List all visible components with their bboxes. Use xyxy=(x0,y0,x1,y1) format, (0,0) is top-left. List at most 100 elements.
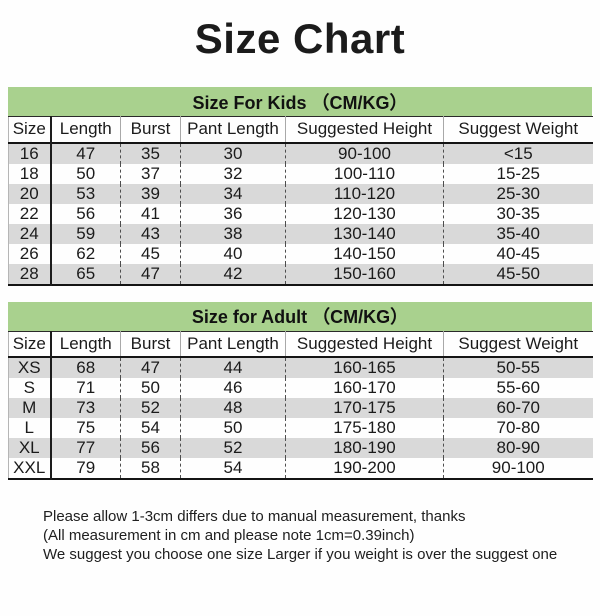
table-cell: 20 xyxy=(19,183,39,203)
table-cell: 47 xyxy=(120,357,181,379)
table-row-size-xs: XS 68 47 44 160-165 50-55 xyxy=(8,357,593,379)
table-cell: 70-80 xyxy=(443,418,593,439)
table-cell: 41 xyxy=(120,203,181,224)
table-cell: 39 xyxy=(120,183,181,204)
header-row: Size Length Burst Pant Length Suggested Heig… xyxy=(8,331,593,358)
table-cell: 45 xyxy=(120,243,181,264)
table-cell: 54 xyxy=(180,458,286,480)
table-cell: 40 xyxy=(180,243,286,264)
adult-size-table: Size Length Burst Pant Length Suggested Heig… xyxy=(8,330,593,481)
column-header-length: Length xyxy=(49,116,121,143)
table-cell: 56 xyxy=(49,203,121,224)
table-cell: XXL xyxy=(13,458,46,478)
table-cell: 65 xyxy=(49,263,121,285)
table-cell: 90-100 xyxy=(285,142,444,164)
table-cell: 140-150 xyxy=(285,243,444,264)
table-cell: 53 xyxy=(49,183,121,204)
column-header-suggested-height: Suggested Height xyxy=(285,331,444,358)
column-header-pant-length: Pant Length xyxy=(180,116,286,143)
table-cell: 59 xyxy=(49,223,121,244)
kids-table-head: Size Length Burst Pant Length Suggested Heig… xyxy=(8,116,593,143)
table-cell: XL xyxy=(18,438,40,458)
table-cell: M xyxy=(22,398,37,418)
table-cell: 50 xyxy=(120,378,181,399)
table-cell: 60-70 xyxy=(443,398,593,419)
table-cell: 22 xyxy=(19,203,39,223)
column-header-size: Size xyxy=(12,333,46,353)
kids-section-title: Size For Kids （CM/KG） xyxy=(192,92,408,113)
table-cell: 42 xyxy=(180,263,286,285)
table-cell: XS xyxy=(17,358,41,378)
table-cell: 180-190 xyxy=(285,438,444,459)
table-cell: 32 xyxy=(180,163,286,184)
table-cell: 35 xyxy=(120,142,181,164)
table-cell: 160-170 xyxy=(285,378,444,399)
table-cell: 55-60 xyxy=(443,378,593,399)
table-cell: 45-50 xyxy=(443,263,593,285)
table-cell: 170-175 xyxy=(285,398,444,419)
table-cell: 75 xyxy=(49,418,121,439)
table-row-size-18: 18 50 37 32 100-110 15-25 xyxy=(9,163,593,184)
kids-section-header: Size For Kids （CM/KG） xyxy=(8,87,592,117)
table-cell: 79 xyxy=(49,458,121,480)
table-cell: 150-160 xyxy=(285,263,444,285)
table-cell: 25-30 xyxy=(443,183,593,204)
table-cell: 43 xyxy=(120,223,181,244)
table-cell: L xyxy=(24,418,34,438)
column-header-size: Size xyxy=(12,119,46,139)
table-row-size-28: 28 65 47 42 150-160 45-50 xyxy=(8,263,593,285)
table-cell: 190-200 xyxy=(285,458,444,480)
table-row-size-26: 26 62 45 40 140-150 40-45 xyxy=(9,243,593,264)
column-header-pant-length: Pant Length xyxy=(180,331,286,358)
table-cell: 68 xyxy=(49,357,121,379)
table-cell: 24 xyxy=(19,223,39,243)
column-header-suggest-weight: Suggest Weight xyxy=(443,116,593,143)
table-cell: 34 xyxy=(180,183,286,204)
size-chart-page: Size Chart Size For Kids （CM/KG） Size Len… xyxy=(0,15,600,616)
table-cell: 30 xyxy=(180,142,286,164)
table-cell: <15 xyxy=(443,142,593,164)
table-cell: 28 xyxy=(19,263,39,283)
table-cell: 80-90 xyxy=(443,438,593,459)
table-cell: 52 xyxy=(180,438,286,459)
table-cell: 56 xyxy=(120,438,181,459)
measurement-notes: Please allow 1-3cm differs due to manual… xyxy=(43,507,600,564)
table-cell: 36 xyxy=(180,203,286,224)
table-cell: 100-110 xyxy=(285,163,444,184)
table-row-size-22: 22 56 41 36 120-130 30-35 xyxy=(9,203,593,224)
table-cell: 110-120 xyxy=(285,183,444,204)
table-cell: 71 xyxy=(49,378,121,399)
table-cell: 130-140 xyxy=(285,223,444,244)
table-cell: 37 xyxy=(120,163,181,184)
adult-section-title: Size for Adult （CM/KG） xyxy=(191,307,409,328)
table-row-size-m: M 73 52 48 170-175 60-70 xyxy=(8,398,593,419)
table-cell: 47 xyxy=(120,263,181,285)
column-header-burst: Burst xyxy=(120,116,181,143)
table-cell: 120-130 xyxy=(285,203,444,224)
kids-size-table: Size Length Burst Pant Length Suggested Heig… xyxy=(8,116,593,286)
table-cell: 38 xyxy=(180,223,286,244)
table-row-size-xl: XL 77 56 52 180-190 80-90 xyxy=(8,438,593,459)
table-cell: 18 xyxy=(19,163,39,183)
table-cell: 62 xyxy=(49,243,121,264)
table-row-size-s: S 71 50 46 160-170 55-60 xyxy=(9,378,593,399)
table-cell: 47 xyxy=(49,142,121,164)
note-line: Please allow 1-3cm differs due to manual… xyxy=(43,508,466,526)
note-line: (All measurement in cm and please note 1… xyxy=(43,527,415,545)
section-gap xyxy=(0,286,600,302)
kids-table-body: 16 47 35 30 90-100 <15 18 50 37 32 100-110 15-25 20 5… xyxy=(8,142,593,285)
table-cell: 50 xyxy=(180,418,286,439)
table-cell: 48 xyxy=(180,398,286,419)
column-header-suggested-height: Suggested Height xyxy=(285,116,444,143)
table-cell: 50-55 xyxy=(443,357,593,379)
column-header-suggest-weight: Suggest Weight xyxy=(443,331,593,358)
column-header-burst: Burst xyxy=(120,331,181,358)
table-cell: 90-100 xyxy=(443,458,593,480)
header-row: Size Length Burst Pant Length Suggested Heig… xyxy=(8,116,593,143)
table-cell: 52 xyxy=(120,398,181,419)
column-header-length: Length xyxy=(49,331,121,358)
table-cell: 54 xyxy=(120,418,181,439)
adult-table-body: XS 68 47 44 160-165 50-55 S 71 50 46 160-170 55-60 M… xyxy=(8,357,593,480)
table-cell: 160-165 xyxy=(285,357,444,379)
table-row-size-24: 24 59 43 38 130-140 35-40 xyxy=(8,223,593,244)
